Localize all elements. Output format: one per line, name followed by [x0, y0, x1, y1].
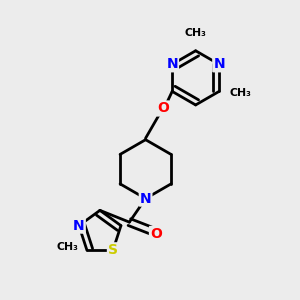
Text: O: O	[150, 227, 162, 241]
Text: CH₃: CH₃	[56, 242, 78, 252]
Text: N: N	[167, 57, 178, 71]
Text: S: S	[108, 243, 118, 257]
Text: CH₃: CH₃	[230, 88, 251, 98]
Text: CH₃: CH₃	[185, 28, 207, 38]
Text: N: N	[140, 192, 152, 206]
Text: N: N	[73, 219, 85, 232]
Text: O: O	[157, 101, 169, 116]
Text: N: N	[213, 57, 225, 71]
